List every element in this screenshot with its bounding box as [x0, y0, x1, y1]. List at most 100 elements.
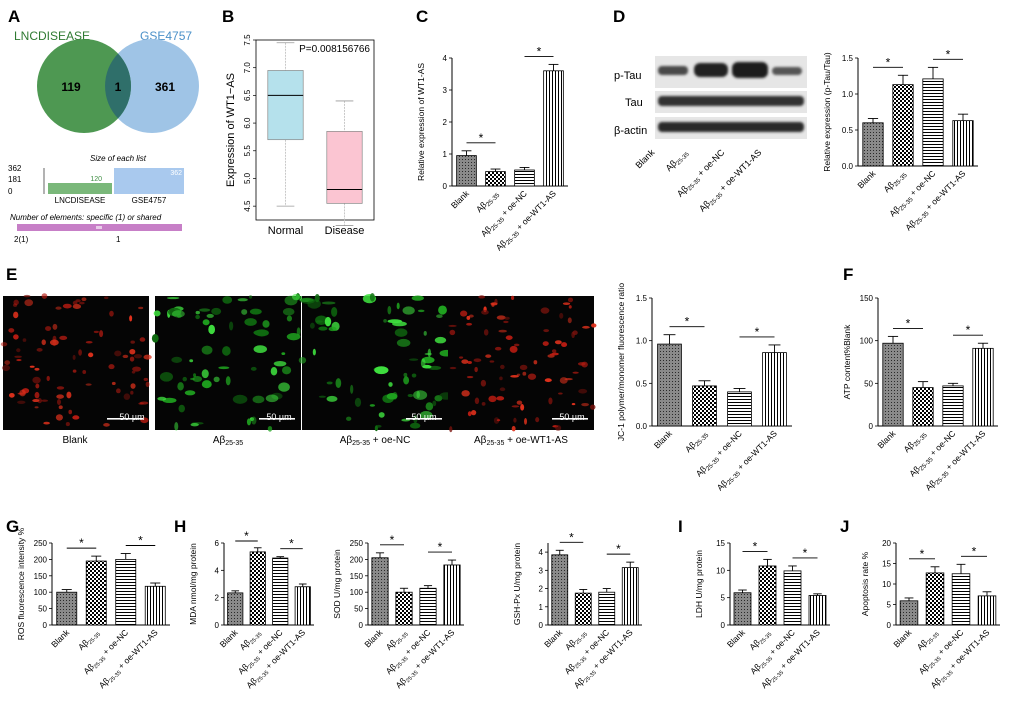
bar [371, 557, 389, 626]
cell [281, 366, 292, 375]
category-label-part: Aβ [747, 637, 762, 652]
cell [81, 297, 87, 302]
venn-overlap [105, 53, 131, 119]
cell [489, 360, 495, 363]
bar [912, 387, 934, 427]
significance-star: * [244, 529, 249, 543]
cell [270, 366, 278, 376]
category-label-part: Aβ [748, 662, 763, 677]
box-body [267, 70, 304, 141]
cell [0, 342, 8, 347]
cell [17, 400, 26, 404]
list-size-title: Size of each list [90, 154, 147, 163]
cell [411, 373, 417, 378]
y-tick-label: 5 [721, 594, 726, 603]
category-label: Aβ25-35 [683, 428, 711, 456]
cell [478, 295, 486, 299]
chart-e-bar: 0.0 0.5 1.0 1.5 JC-1 polymer/monomer fluores… [616, 283, 792, 493]
cell [411, 295, 424, 301]
cell [326, 395, 338, 402]
y-tick-label: 4.5 [243, 200, 252, 212]
cell [480, 379, 487, 387]
cell [386, 392, 398, 400]
cell [407, 393, 414, 398]
cell [581, 402, 589, 407]
significance-star: * [79, 536, 84, 550]
cell [558, 392, 563, 395]
cell [309, 322, 315, 329]
cell [510, 375, 519, 378]
y-axis-label: SOD U/mg protein [332, 549, 342, 619]
cell [174, 422, 179, 431]
cell [281, 352, 286, 356]
cell [286, 315, 293, 322]
bar [395, 591, 413, 626]
cell [402, 306, 415, 315]
significance-star: * [537, 44, 542, 58]
cell [8, 328, 15, 333]
bar [727, 391, 752, 427]
venn-shared-count: 1 [115, 80, 122, 94]
cell [8, 392, 15, 398]
cell [88, 352, 94, 358]
blot-row-label: Tau [625, 97, 643, 109]
plot-frame [255, 39, 375, 221]
significance-star: * [438, 540, 443, 554]
cell [79, 301, 85, 305]
cell [195, 314, 200, 320]
cell [58, 405, 63, 410]
y-tick-label: 4 [215, 566, 220, 575]
cell [222, 346, 231, 356]
cell [483, 329, 489, 336]
cell [36, 348, 43, 352]
bar [443, 564, 461, 626]
bar [144, 585, 166, 626]
panel-letter-e: E [6, 265, 17, 284]
cell [326, 381, 333, 385]
category-label-part: + oe-NC [713, 428, 744, 459]
cell [298, 356, 307, 364]
category-label: Blank [652, 428, 675, 451]
panel-letter-i: I [678, 517, 683, 536]
cell [68, 409, 73, 415]
cell [286, 333, 301, 341]
cell [195, 310, 200, 315]
significance-star: * [616, 542, 621, 556]
micrograph [448, 295, 597, 433]
cell [350, 384, 354, 394]
cell [34, 367, 40, 371]
panel-letter-d: D [613, 7, 625, 26]
y-tick-label: 250 [350, 539, 364, 548]
y-tick-label: 0.5 [636, 379, 648, 388]
cell [416, 391, 420, 399]
cell [474, 397, 480, 405]
cell [109, 310, 114, 317]
y-tick-label: 0 [721, 621, 726, 630]
bar [922, 78, 944, 167]
y-tick-label: 100 [350, 588, 364, 597]
significance-star: * [966, 323, 971, 337]
y-tick-label: 100 [34, 588, 48, 597]
cell [213, 376, 220, 383]
significance-star: * [753, 539, 758, 553]
y-tick-label: 1.0 [842, 90, 854, 99]
scale-bar [259, 418, 295, 420]
bar [862, 122, 884, 167]
bar [514, 169, 535, 187]
category-label: Blank [542, 627, 565, 650]
cell [535, 417, 540, 423]
chart-b-boxplot: 4.5 5.0 5.5 6.0 6.5 7.0 7.5 Expression of WT1−A… [225, 34, 375, 237]
bar [952, 120, 974, 167]
y-tick-label: 1.5 [842, 54, 854, 63]
y-tick-label: 6.5 [243, 89, 252, 101]
panel-letter-f: F [843, 265, 853, 284]
shared-elements-tick: 2(1) [14, 235, 29, 244]
y-tick-label: 3 [443, 86, 448, 95]
cell [85, 383, 92, 386]
cell [178, 404, 185, 413]
cell [510, 295, 515, 300]
cell [568, 305, 572, 309]
category-label-part: Aβ [572, 676, 587, 691]
cell [248, 295, 253, 299]
cell [315, 315, 328, 325]
